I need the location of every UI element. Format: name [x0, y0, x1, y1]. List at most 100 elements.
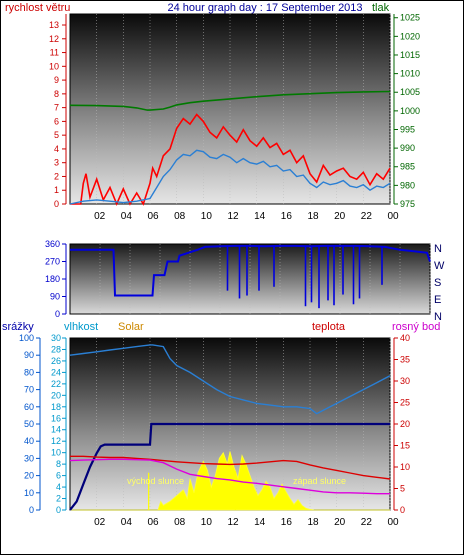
wind-time-tick: 04	[121, 211, 133, 222]
temperature-tick-label: 20	[400, 419, 410, 429]
temperature-axis-ticks: 0 5 10 15 20 25 30 35 40	[394, 333, 410, 515]
rain-tick-label: 20	[24, 471, 34, 481]
rain-tick-label: 100	[19, 333, 34, 343]
humidity-tick-label: 6	[56, 471, 61, 481]
wind-tick-label: 4	[54, 144, 59, 154]
pressure-tick-label: 980	[400, 180, 415, 190]
wind-time-tick: 00	[387, 211, 399, 222]
wind-average-line	[69, 149, 391, 205]
pressure-axis-ticks: 975 980 985 990 995 1000 1005 1010 1015 1020 1025	[394, 13, 420, 209]
direction-tick-label: 90	[50, 292, 60, 302]
rain-time-tick: 16	[281, 517, 293, 528]
pressure-tick-label: 1025	[400, 13, 420, 23]
wind-time-tick: 12	[227, 211, 239, 222]
rain-tick-label: 30	[24, 453, 34, 463]
wind-tick-label: 5	[54, 130, 59, 140]
temperature-tick-label: 10	[400, 462, 410, 472]
rain-axis-label: srážky	[2, 321, 34, 333]
wind-tick-label: 10	[49, 61, 59, 71]
humidity-tick-label: 4	[56, 482, 61, 492]
pressure-tick-label: 995	[400, 124, 415, 134]
sunset-label: západ slunce	[293, 476, 346, 486]
humidity-tick-label: 10	[51, 448, 61, 458]
wind-tick-label: 7	[54, 103, 59, 113]
wind-time-tick: 02	[94, 211, 106, 222]
humidity-tick-label: 0	[56, 505, 61, 515]
compass-label: S	[434, 277, 441, 289]
humidity-tick-label: 26	[51, 356, 61, 366]
temperature-tick-label: 30	[400, 376, 410, 386]
wind-time-tick: 14	[254, 211, 266, 222]
rain-line	[69, 422, 390, 511]
rain-tick-label: 10	[24, 488, 34, 498]
humidity-tick-label: 30	[51, 333, 61, 343]
wind-tick-label: 8	[54, 89, 59, 99]
humidity-tick-label: 20	[51, 390, 61, 400]
rain-time-tick: 04	[121, 517, 133, 528]
wind-time-tick: 06	[147, 211, 159, 222]
wind-tick-label: 6	[54, 116, 59, 126]
wind-time-tick: 10	[201, 211, 213, 222]
temperature-tick-label: 40	[400, 333, 410, 343]
direction-tick-label: 270	[45, 257, 60, 267]
pressure-tick-label: 1020	[400, 31, 420, 41]
direction-tick-label: 360	[45, 239, 60, 249]
chart-title: 24 hour graph day : 17 September 2013	[167, 2, 362, 14]
humidity-tick-label: 2	[56, 494, 61, 504]
wind-time-tick: 18	[307, 211, 319, 222]
direction-tick-label: 0	[55, 309, 60, 319]
wind-tick-label: 12	[49, 34, 59, 44]
rain-tick-label: 0	[29, 505, 34, 515]
rain-tick-label: 90	[24, 350, 34, 360]
rain-tick-label: 60	[24, 402, 34, 412]
wind-tick-label: 11	[50, 48, 59, 58]
direction-panel-background	[69, 243, 431, 315]
wind-direction-line	[70, 244, 431, 297]
pressure-tick-label: 990	[400, 143, 415, 153]
humidity-axis-label: vlhkost	[64, 321, 98, 333]
wind-tick-label: 1	[54, 185, 59, 195]
humidity-tick-label: 14	[51, 425, 61, 435]
rain-time-tick: 14	[254, 517, 266, 528]
dew-point-axis-label: rosný bod	[392, 321, 440, 333]
dew-point-line	[69, 458, 390, 495]
wind-tick-label: 0	[54, 199, 59, 209]
humidity-line	[69, 344, 391, 415]
temperature-tick-label: 35	[400, 355, 410, 365]
pressure-tick-label: 985	[400, 162, 415, 172]
compass-label: E	[434, 294, 441, 306]
wind-time-tick: 08	[174, 211, 186, 222]
humidity-tick-label: 8	[56, 459, 61, 469]
wind-tick-label: 13	[49, 20, 59, 30]
compass-label: W	[434, 260, 445, 272]
pressure-axis-label: tlak	[372, 2, 390, 14]
temperature-line	[70, 455, 391, 480]
temperature-tick-label: 15	[400, 441, 410, 451]
rain-axis-ticks: 0 10 20 30 40 50 60 70 80 90 100	[19, 333, 40, 515]
temperature-tick-label: 0	[400, 505, 405, 515]
rain-tick-label: 50	[24, 419, 34, 429]
direction-tick-label: 180	[45, 274, 60, 284]
wind-direction-spikes	[226, 245, 383, 309]
rain-time-tick: 08	[174, 517, 186, 528]
wind-axis-label: rychlost větru	[5, 2, 70, 14]
rain-humidity-time-ticks: 02 04 06 08 10 12 14 16 18 20 22 00	[94, 517, 399, 528]
rain-time-tick: 10	[201, 517, 213, 528]
wind-tick-label: 3	[54, 158, 59, 168]
rain-time-tick: 22	[361, 517, 373, 528]
temperature-tick-label: 25	[400, 398, 410, 408]
compass-label: N	[434, 243, 442, 255]
rain-time-tick: 12	[227, 517, 239, 528]
direction-axis-ticks: 0 90 180 270 360	[45, 239, 66, 319]
rain-tick-label: 80	[24, 367, 34, 377]
humidity-tick-label: 28	[51, 344, 61, 354]
humidity-tick-label: 22	[51, 379, 61, 389]
temperature-tick-label: 5	[400, 484, 405, 494]
solar-area	[70, 451, 390, 511]
pressure-tick-label: 1010	[400, 69, 420, 79]
sunrise-label: východ slunce	[127, 476, 184, 486]
humidity-tick-label: 12	[51, 436, 61, 446]
pressure-tick-label: 1015	[400, 50, 420, 60]
